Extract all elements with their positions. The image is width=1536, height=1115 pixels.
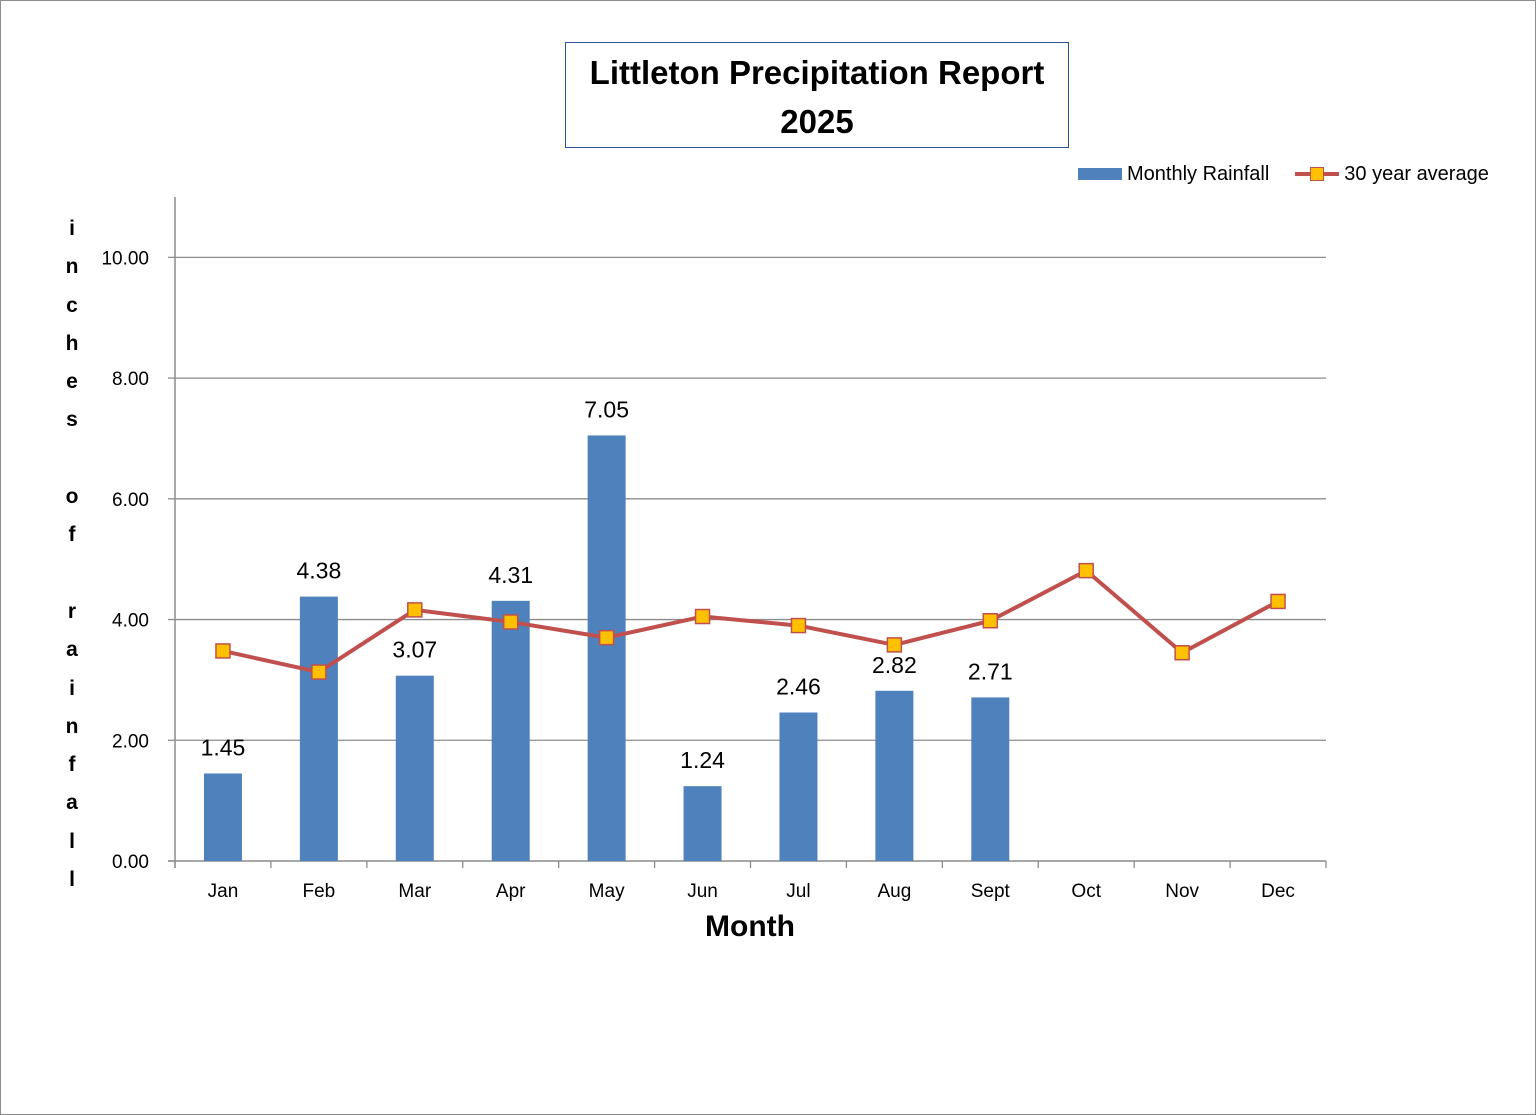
- average-line: [222, 568, 1279, 675]
- bar-sept: [971, 697, 1010, 861]
- bar-data-label: 7.05: [584, 396, 629, 422]
- y-axis-title-letter: n: [65, 255, 79, 279]
- average-marker-apr: [502, 614, 519, 630]
- y-axis-title-letter: a: [66, 791, 78, 815]
- average-marker-jan: [215, 643, 231, 659]
- chart-title-box: Littleton Precipitation Report 2025: [565, 42, 1069, 148]
- bar-data-label: 2.82: [872, 652, 917, 678]
- legend-bar-swatch: [1078, 168, 1122, 180]
- average-marker-oct: [1078, 562, 1094, 579]
- average-marker-nov: [1174, 644, 1190, 661]
- x-tick-label: Mar: [398, 881, 431, 902]
- y-axis-title-letter: a: [66, 638, 78, 662]
- legend: Monthly Rainfall 30 year average: [1078, 160, 1489, 188]
- x-tick-label: May: [589, 881, 625, 902]
- average-marker-dec: [1270, 593, 1286, 610]
- y-axis-title-letter: f: [68, 753, 76, 777]
- bar-mar: [395, 675, 434, 861]
- x-tick-label: Sept: [971, 881, 1011, 902]
- y-axis-title-letter: r: [67, 599, 77, 623]
- x-tick-label: Apr: [496, 881, 526, 902]
- bar-jun: [683, 786, 722, 861]
- x-tick-label: Feb: [303, 881, 336, 902]
- legend-label: 30 year average: [1344, 162, 1489, 185]
- y-axis-title-letter: l: [69, 829, 75, 853]
- average-marker-jul: [790, 617, 807, 634]
- y-tick-label: 10.00: [101, 248, 149, 269]
- average-marker-jun: [694, 608, 711, 625]
- y-axis-title-letter: h: [65, 331, 79, 355]
- y-tick-label: 0.00: [112, 852, 149, 873]
- legend-item-monthly-rainfall: Monthly Rainfall: [1078, 163, 1269, 186]
- legend-line-swatch: [1295, 166, 1340, 182]
- x-tick-label: Aug: [877, 881, 911, 902]
- bar-feb: [299, 596, 338, 861]
- x-tick-label: Oct: [1071, 881, 1101, 902]
- bar-data-label: 4.38: [296, 558, 341, 584]
- bar-data-label: 4.31: [488, 562, 533, 588]
- average-marker-mar: [407, 602, 423, 618]
- y-axis-title-letter: e: [66, 370, 78, 394]
- y-axis-title-letter: c: [66, 293, 78, 317]
- y-axis-title-letter: i: [69, 676, 75, 700]
- bar-data-label: 1.45: [201, 734, 246, 760]
- average-marker-aug: [886, 637, 903, 653]
- y-axis-title-letter: s: [66, 408, 78, 432]
- bar-aug: [875, 690, 914, 861]
- x-axis-title: Month: [705, 910, 795, 943]
- bar-data-label: 3.07: [392, 637, 437, 663]
- chart-subtitle-year: 2025: [780, 103, 854, 140]
- bar-may: [587, 435, 626, 861]
- y-tick-label: 2.00: [112, 731, 149, 752]
- bar-data-label: 2.46: [776, 674, 821, 700]
- y-axis-title-letter: n: [65, 714, 79, 738]
- y-tick-label: 4.00: [112, 611, 149, 632]
- bar-data-label: 1.24: [680, 747, 725, 773]
- chart-title: Littleton Precipitation Report: [589, 54, 1045, 91]
- average-marker-feb: [311, 664, 327, 680]
- y-tick-label: 6.00: [112, 490, 149, 511]
- x-tick-label: Jul: [786, 881, 810, 902]
- y-tick-label: 8.00: [112, 369, 149, 390]
- bar-apr: [491, 600, 530, 861]
- y-axis-title-letter: o: [65, 485, 79, 509]
- legend-label: Monthly Rainfall: [1127, 162, 1270, 185]
- x-tick-label: Jun: [687, 881, 718, 902]
- x-tick-label: Dec: [1261, 881, 1295, 902]
- x-tick-label: Jan: [208, 881, 239, 902]
- legend-item-30-year-average: 30 year average: [1295, 163, 1489, 186]
- bar-data-label: 2.71: [968, 658, 1013, 684]
- average-marker-sept: [982, 613, 999, 629]
- bar-jul: [779, 712, 818, 861]
- y-axis-title-letter: i: [69, 217, 75, 240]
- average-marker-may: [598, 629, 615, 646]
- y-axis-title-letter: f: [68, 523, 76, 547]
- y-axis-title-letter: l: [69, 868, 75, 892]
- x-tick-label: Nov: [1165, 881, 1199, 902]
- bar-jan: [203, 773, 242, 861]
